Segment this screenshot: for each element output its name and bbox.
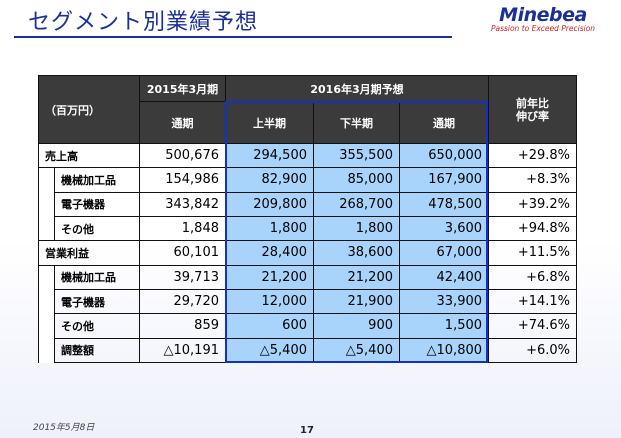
cell-yoy: +8.3% [488, 167, 578, 193]
header-fy2016-forecast: 2016年3月期予想 [224, 75, 490, 102]
cell-fy2015: 60,101 [139, 240, 226, 266]
cell-h1: 21,200 [225, 264, 314, 290]
table-row: 売上高 500,676 294,500 355,500 650,000 +29.… [38, 142, 578, 169]
cell-h1: △5,400 [225, 337, 314, 364]
table-row: 営業利益 60,101 28,400 38,600 67,000 +11.5% [38, 240, 578, 266]
header-first-half: 上半期 [225, 101, 314, 144]
cell-h1: 294,500 [225, 142, 314, 169]
cell-h1: 209,800 [225, 191, 314, 217]
page-number: 17 [300, 425, 314, 436]
cell-fy2015: 343,842 [139, 191, 226, 217]
row-label: 機械加工品 [54, 167, 140, 193]
logo-name: Minebea [499, 4, 587, 26]
cell-full-year: 3,600 [398, 215, 490, 242]
table-row: 機械加工品 154,986 82,900 85,000 167,900 +8.3… [38, 167, 578, 193]
cell-h2: 268,700 [313, 191, 400, 217]
row-label: 営業利益 [38, 240, 140, 266]
row-label: 電子機器 [54, 288, 140, 315]
unit-label: （百万円） [38, 75, 140, 144]
cell-h2: 21,200 [313, 264, 400, 290]
cell-h1: 82,900 [225, 167, 314, 193]
cell-yoy: +74.6% [488, 313, 578, 339]
cell-fy2015: 29,720 [139, 288, 226, 315]
segment-forecast-table: （百万円） 2015年3月期 2016年3月期予想 前年比 伸び率 通期 上半期… [38, 75, 578, 364]
cell-full-year: 33,900 [398, 288, 490, 315]
table-row: 機械加工品 39,713 21,200 21,200 42,400 +6.8% [38, 264, 578, 290]
title-underline [14, 36, 452, 38]
cell-h2: 900 [313, 313, 400, 339]
cell-h2: 38,600 [313, 240, 400, 266]
header-full-year-actual: 通期 [139, 101, 226, 144]
table-row: 電子機器 343,842 209,800 268,700 478,500 +39… [38, 191, 578, 217]
table-row: 調整額 △10,191 △5,400 △5,400 △10,800 +6.0% [38, 337, 578, 364]
cell-h2: 21,900 [313, 288, 400, 315]
table-row: その他 1,848 1,800 1,800 3,600 +94.8% [38, 215, 578, 242]
cell-yoy: +39.2% [488, 191, 578, 217]
cell-full-year: 167,900 [398, 167, 490, 193]
cell-h2: △5,400 [313, 337, 400, 364]
cell-fy2015: 1,848 [139, 215, 226, 242]
header-fy2015: 2015年3月期 [139, 75, 226, 102]
cell-yoy: +6.0% [488, 337, 578, 364]
header-full-year-forecast: 通期 [398, 101, 490, 144]
row-label: 機械加工品 [54, 264, 140, 290]
row-label: 調整額 [54, 337, 140, 364]
cell-fy2015: 154,986 [139, 167, 226, 193]
header-yoy-growth: 前年比 伸び率 [488, 75, 578, 144]
cell-full-year: 42,400 [398, 264, 490, 290]
cell-h1: 28,400 [225, 240, 314, 266]
cell-full-year: 1,500 [398, 313, 490, 339]
footer-date: 2015年5月8日 [33, 423, 95, 433]
table-row: その他 859 600 900 1,500 +74.6% [38, 313, 578, 339]
cell-full-year: 650,000 [398, 142, 490, 169]
cell-full-year: △10,800 [398, 337, 490, 364]
cell-h2: 355,500 [313, 142, 400, 169]
cell-h1: 600 [225, 313, 314, 339]
cell-h2: 1,800 [313, 215, 400, 242]
cell-fy2015: 39,713 [139, 264, 226, 290]
cell-h1: 12,000 [225, 288, 314, 315]
cell-yoy: +6.8% [488, 264, 578, 290]
row-label: その他 [54, 215, 140, 242]
cell-full-year: 478,500 [398, 191, 490, 217]
page-title: セグメント別業績予想 [28, 10, 259, 35]
row-label: 電子機器 [54, 191, 140, 217]
cell-h1: 1,800 [225, 215, 314, 242]
cell-yoy: +29.8% [488, 142, 578, 169]
table-row: 電子機器 29,720 12,000 21,900 33,900 +14.1% [38, 288, 578, 315]
logo-tagline: Passion to Exceed Precision [490, 24, 596, 33]
cell-h2: 85,000 [313, 167, 400, 193]
cell-yoy: +94.8% [488, 215, 578, 242]
row-label: 売上高 [38, 142, 140, 169]
company-logo: Minebea Passion to Exceed Precision [473, 4, 613, 33]
cell-fy2015: △10,191 [139, 337, 226, 364]
header-second-half: 下半期 [313, 101, 400, 144]
cell-fy2015: 859 [139, 313, 226, 339]
cell-fy2015: 500,676 [139, 142, 226, 169]
cell-yoy: +14.1% [488, 288, 578, 315]
row-label: その他 [54, 313, 140, 339]
cell-full-year: 67,000 [398, 240, 490, 266]
cell-yoy: +11.5% [488, 240, 578, 266]
